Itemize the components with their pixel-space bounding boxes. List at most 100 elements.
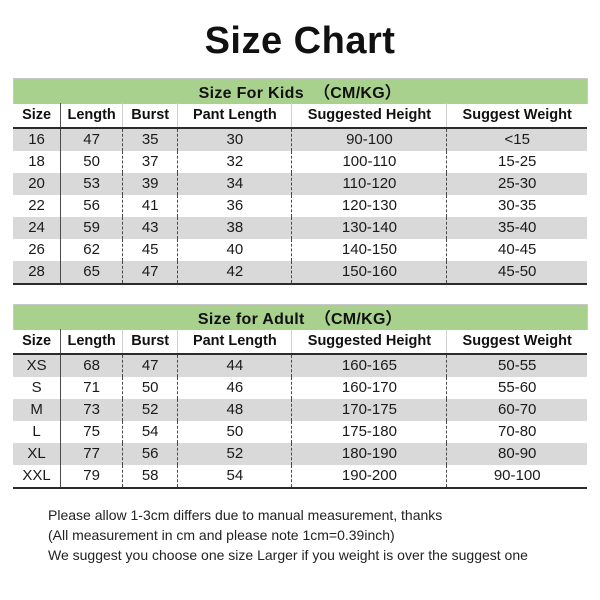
adult-cell-size: S [13,376,62,399]
adult-cell-size: L [13,420,62,443]
adult-column-header: Burst [122,328,179,355]
table-row: XXL 79 58 54 190-200 90-100 [13,464,587,489]
kids-band-unit: （CM/KG） [313,84,402,102]
kids-cell-size: 16 [13,127,62,151]
kids-cell-size: 26 [13,238,62,261]
kids-cell-pant-length: 34 [177,172,293,195]
adult-cell-burst: 54 [122,420,179,443]
adult-cell-suggested-height: 190-200 [291,464,448,489]
adult-band-row: Size for Adult （CM/KG） [12,303,588,330]
adult-cell-length: 77 [60,442,124,465]
table-row: 20 53 39 34 110-120 25-30 [13,172,587,195]
kids-cell-burst: 39 [122,172,179,195]
kids-cell-suggested-height: 110-120 [291,172,448,195]
table-row: 28 65 47 42 150-160 45-50 [13,260,587,285]
kids-cell-length: 56 [60,194,124,217]
adult-band-cell: Size for Adult （CM/KG） [12,303,588,330]
kids-column-header: Suggested Height [291,102,448,129]
kids-cell-pant-length: 32 [177,150,293,173]
adult-cell-suggest-weight: 55-60 [446,376,587,399]
adult-column-header: Pant Length [177,328,293,355]
note-line: We suggest you choose one size Larger if… [48,546,528,563]
note-line: Please allow 1-3cm differs due to manual… [48,506,443,523]
kids-cell-suggested-height: 120-130 [291,194,448,217]
kids-band-row: Size For Kids （CM/KG） [12,77,588,104]
kids-cell-length: 53 [60,172,124,195]
kids-cell-burst: 41 [122,194,179,217]
adult-cell-length: 79 [60,464,124,489]
adult-column-header: Suggested Height [291,328,448,355]
kids-cell-pant-length: 36 [177,194,293,217]
table-row: M 73 52 48 170-175 60-70 [13,398,587,421]
adult-cell-suggest-weight: 80-90 [446,442,587,465]
kids-header-row: Size Length Burst Pant Length Suggested Heig… [13,102,587,129]
adult-header-row: Size Length Burst Pant Length Suggested Heig… [13,328,587,355]
adult-size-table-wrap: Size for Adult （CM/KG） Size Length Burst Pant… [12,303,588,489]
table-row: L 75 54 50 175-180 70-80 [13,420,587,443]
adult-cell-burst: 47 [122,353,179,377]
adult-cell-size: XXL [13,464,62,489]
kids-cell-suggested-height: 150-160 [291,260,448,285]
table-row: XS 68 47 44 160-165 50-55 [13,353,587,377]
kids-cell-suggest-weight: 40-45 [446,238,587,261]
kids-column-header: Size [13,102,62,129]
adult-cell-size: M [13,398,62,421]
kids-cell-burst: 47 [122,260,179,285]
adult-cell-suggested-height: 160-170 [291,376,448,399]
kids-cell-suggested-height: 140-150 [291,238,448,261]
adult-column-header: Size [13,328,62,355]
kids-column-header: Suggest Weight [446,102,587,129]
kids-cell-length: 62 [60,238,124,261]
kids-cell-pant-length: 42 [177,260,293,285]
kids-cell-size: 18 [13,150,62,173]
kids-cell-pant-length: 40 [177,238,293,261]
kids-cell-suggested-height: 130-140 [291,216,448,239]
table-row: 24 59 43 38 130-140 35-40 [13,216,587,239]
kids-cell-burst: 35 [122,127,179,151]
adult-cell-pant-length: 46 [177,376,293,399]
adult-column-header: Length [60,328,124,355]
adult-cell-length: 73 [60,398,124,421]
kids-cell-suggest-weight: 15-25 [446,150,587,173]
kids-band-title: Size For Kids [198,84,304,102]
kids-cell-burst: 37 [122,150,179,173]
adult-cell-pant-length: 48 [177,398,293,421]
kids-cell-length: 65 [60,260,124,285]
adult-cell-size: XS [13,353,62,377]
kids-cell-suggest-weight: <15 [446,127,587,151]
kids-cell-length: 50 [60,150,124,173]
adult-cell-pant-length: 44 [177,353,293,377]
note-line: (All measurement in cm and please note 1… [48,526,395,543]
adult-cell-burst: 56 [122,442,179,465]
adult-cell-pant-length: 54 [177,464,293,489]
table-row: XL 77 56 52 180-190 80-90 [13,442,587,465]
adult-cell-suggested-height: 170-175 [291,398,448,421]
kids-cell-suggest-weight: 25-30 [446,172,587,195]
adult-band-title: Size for Adult [197,310,305,328]
kids-cell-size: 22 [13,194,62,217]
adult-cell-burst: 52 [122,398,179,421]
adult-column-header: Suggest Weight [446,328,587,355]
adult-cell-size: XL [13,442,62,465]
kids-cell-suggest-weight: 30-35 [446,194,587,217]
table-row: 16 47 35 30 90-100 <15 [13,127,587,151]
adult-cell-suggest-weight: 70-80 [446,420,587,443]
adult-cell-suggest-weight: 50-55 [446,353,587,377]
adult-cell-length: 68 [60,353,124,377]
kids-band-cell: Size For Kids （CM/KG） [12,77,588,104]
kids-column-header: Burst [122,102,179,129]
kids-cell-pant-length: 30 [177,127,293,151]
kids-cell-length: 59 [60,216,124,239]
adult-table-body: Size for Adult （CM/KG） Size Length Burst Pant… [12,303,588,489]
kids-cell-size: 20 [13,172,62,195]
kids-column-header: Pant Length [177,102,293,129]
adult-cell-pant-length: 50 [177,420,293,443]
kids-cell-suggested-height: 90-100 [291,127,448,151]
page-title: Size Chart [204,20,396,62]
adult-cell-suggested-height: 160-165 [291,353,448,377]
kids-cell-suggest-weight: 35-40 [446,216,587,239]
adult-cell-burst: 50 [122,376,179,399]
adult-cell-suggest-weight: 90-100 [446,464,587,489]
adult-size-table: Size for Adult （CM/KG） Size Length Burst Pant… [12,303,588,489]
